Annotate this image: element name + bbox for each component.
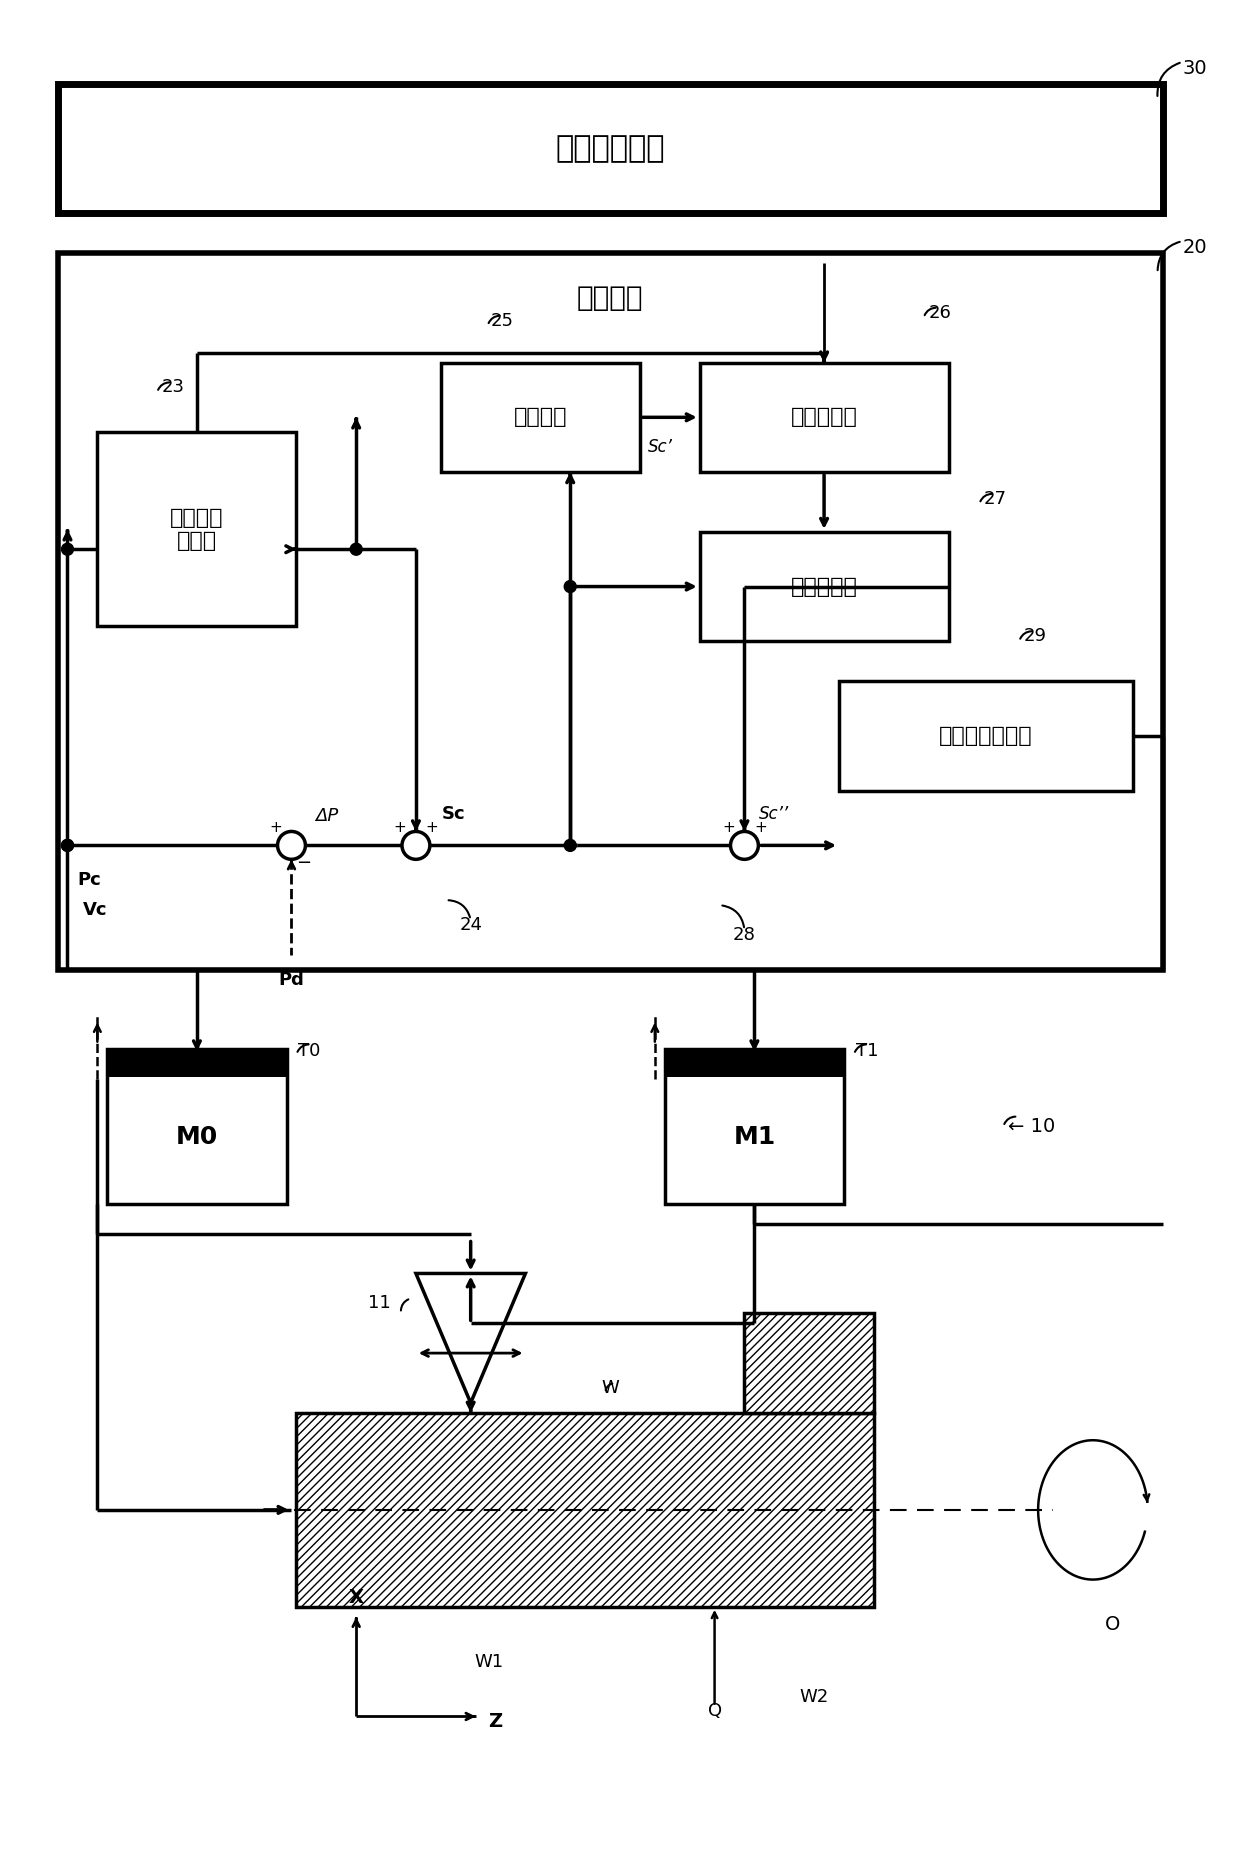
Text: +: + [754,820,766,835]
Circle shape [62,542,73,555]
Bar [440,363,640,472]
Text: 位置速度控制部: 位置速度控制部 [939,725,1033,746]
Text: Vc: Vc [82,900,107,919]
Text: T1: T1 [856,1042,878,1061]
Text: 控制装置: 控制装置 [577,283,644,311]
Text: 27: 27 [983,490,1007,509]
Text: Pd: Pd [279,971,304,988]
Bar [665,1049,844,1204]
Circle shape [62,839,73,852]
Circle shape [564,580,577,593]
Bar [57,254,1163,969]
Bar [699,363,949,472]
Text: +: + [393,820,407,835]
Text: T0: T0 [299,1042,321,1061]
Text: W2: W2 [800,1687,828,1706]
Bar [744,1314,874,1413]
Text: 11: 11 [368,1294,391,1312]
Polygon shape [415,1273,526,1404]
Bar [108,1049,286,1077]
Circle shape [564,839,577,852]
Text: 28: 28 [733,926,756,943]
Text: 标准化部: 标准化部 [513,408,567,427]
Text: O: O [1105,1614,1121,1635]
Text: +: + [269,820,281,835]
Text: Z: Z [489,1711,502,1732]
Text: 30: 30 [1183,60,1207,78]
Circle shape [350,542,362,555]
Text: 上位控制装置: 上位控制装置 [556,134,665,162]
Bar [98,432,296,626]
Text: Sc’’: Sc’’ [759,805,790,822]
Circle shape [62,839,73,852]
Text: 25: 25 [491,311,513,330]
Text: 29: 29 [1023,628,1047,645]
Text: Q: Q [708,1702,722,1720]
Bar [108,1049,286,1204]
Bar [296,1413,874,1607]
Text: M0: M0 [176,1124,218,1148]
Text: 学习控制部: 学习控制部 [791,408,858,427]
Text: ← 10: ← 10 [1008,1117,1055,1137]
Text: 24: 24 [459,915,482,934]
Text: −: − [296,854,311,872]
Text: Sc: Sc [441,805,465,822]
Text: 逆标准化部: 逆标准化部 [791,576,858,596]
Text: 摇摆指令
生成部: 摇摆指令 生成部 [170,507,223,552]
Text: 26: 26 [929,304,951,322]
Text: 20: 20 [1183,239,1207,257]
Text: ΔP: ΔP [315,807,339,824]
Text: Sc’: Sc’ [647,438,673,457]
Text: Pc: Pc [77,870,102,889]
Bar [57,84,1163,212]
Bar [839,680,1132,790]
Text: W1: W1 [475,1653,503,1670]
Bar [665,1049,844,1077]
Text: +: + [425,820,438,835]
Text: 23: 23 [162,378,185,397]
Text: +: + [722,820,735,835]
Bar [699,531,949,641]
Text: X: X [348,1588,363,1607]
Text: M1: M1 [733,1124,775,1148]
Text: W: W [601,1379,619,1396]
